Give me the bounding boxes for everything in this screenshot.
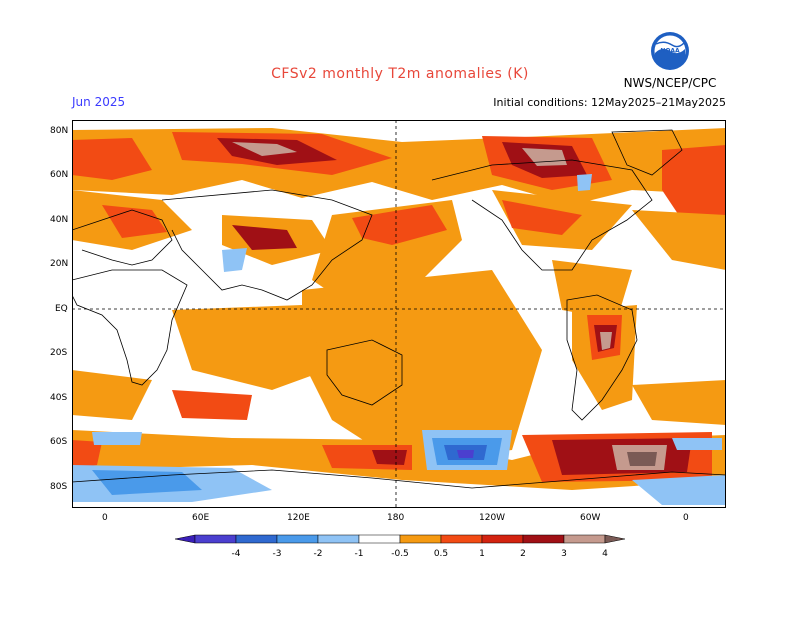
legend-tick-label: 0.5 — [434, 549, 448, 559]
lon-label-0: 0 — [102, 513, 108, 523]
legend-swatch — [358, 534, 401, 544]
logo-text: NOAA — [660, 48, 680, 55]
lon-label-60w: 60W — [580, 513, 601, 523]
lon-label-0-east: 0 — [683, 513, 689, 523]
lat-label-20n: 20N — [50, 259, 69, 269]
legend-tick-label: 3 — [561, 549, 567, 559]
reference-lines — [72, 120, 726, 508]
legend-swatch — [276, 534, 319, 544]
legend-swatch — [481, 534, 524, 544]
legend-tick-label: 4 — [602, 549, 608, 559]
legend-tick-label: -4 — [232, 549, 241, 559]
legend-swatch — [317, 534, 360, 544]
lat-label-60n: 60N — [50, 170, 69, 180]
lat-label-20s: 20S — [50, 348, 68, 358]
legend-swatch — [235, 534, 278, 544]
legend-tick-label: 1 — [479, 549, 485, 559]
lat-label-80n: 80N — [50, 126, 69, 136]
agency-label: NWS/NCEP/CPC — [623, 76, 717, 90]
legend-tick-label: 2 — [520, 549, 526, 559]
legend-tick-label: -0.5 — [391, 549, 409, 559]
lat-label-40n: 40N — [50, 215, 69, 225]
lon-label-180: 180 — [387, 513, 405, 523]
lat-label-80s: 80S — [50, 482, 68, 492]
lat-label-40s: 40S — [50, 393, 68, 403]
lon-label-120w: 120W — [479, 513, 506, 523]
map-title: CFSv2 monthly T2m anomalies (K) — [271, 66, 529, 82]
color-legend: -4 -3 -2 -1 -0.5 0.5 1 2 3 4 — [175, 534, 625, 559]
lon-label-120e: 120E — [287, 513, 310, 523]
anomaly-fields — [72, 128, 726, 505]
legend-arrow-low — [175, 534, 196, 544]
lat-label-eq: EQ — [55, 304, 68, 314]
forecast-month: Jun 2025 — [72, 95, 126, 109]
anomaly-map — [72, 120, 726, 508]
lon-label-60e: 60E — [192, 513, 210, 523]
lat-label-60s: 60S — [50, 437, 68, 447]
noaa-logo: NOAA — [651, 32, 689, 70]
legend-swatch — [522, 534, 565, 544]
initial-conditions: Initial conditions: 12May2025–21May2025 — [493, 96, 726, 109]
legend-swatch — [563, 534, 606, 544]
legend-swatch — [399, 534, 442, 544]
legend-tick-label: -2 — [314, 549, 323, 559]
legend-tick-label: -1 — [355, 549, 364, 559]
legend-arrow-high — [604, 534, 625, 544]
legend-swatch — [440, 534, 483, 544]
legend-tick-label: -3 — [273, 549, 282, 559]
coastlines — [72, 129, 726, 489]
legend-swatch — [194, 534, 237, 544]
